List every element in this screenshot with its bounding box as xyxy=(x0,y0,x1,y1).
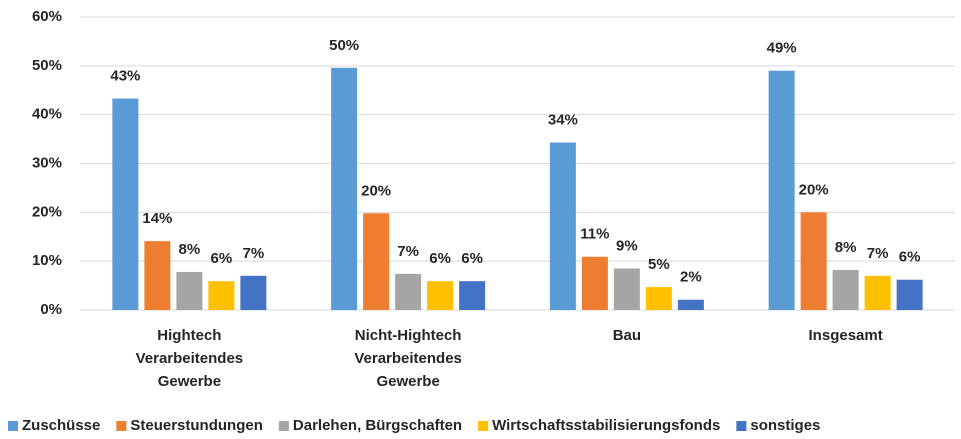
bar xyxy=(677,299,704,310)
y-tick-label: 30% xyxy=(32,154,62,171)
data-label: 7% xyxy=(397,243,419,260)
data-label: 20% xyxy=(799,181,829,198)
x-tick-label: Nicht-Hightech Verarbeitendes Gewerbe xyxy=(354,327,462,390)
y-tick-label: 60% xyxy=(32,8,62,25)
x-tick-label-line: Verarbeitendes xyxy=(354,350,462,367)
x-tick-label-line: Gewerbe xyxy=(376,373,439,390)
y-tick-label: 40% xyxy=(32,106,62,123)
data-label: 8% xyxy=(835,239,857,256)
x-tick-label-line: Verarbeitendes xyxy=(136,350,244,367)
legend-label: Steuerstundungen xyxy=(130,417,263,434)
x-tick-label: Insgesamt xyxy=(809,327,883,344)
legend-label: Wirtschaftsstabilisierungsfonds xyxy=(492,417,720,434)
bar xyxy=(768,70,795,310)
y-tick-label: 10% xyxy=(32,252,62,269)
bar xyxy=(240,275,267,310)
data-label: 8% xyxy=(179,241,201,258)
legend-label: Darlehen, Bürgschaften xyxy=(293,417,462,434)
bar xyxy=(395,273,422,310)
y-tick-label: 50% xyxy=(32,57,62,74)
data-label: 14% xyxy=(142,210,172,227)
data-label: 43% xyxy=(110,68,140,85)
data-label: 5% xyxy=(648,256,670,273)
legend-label: Zuschüsse xyxy=(22,417,100,434)
bar xyxy=(459,281,486,310)
x-tick-label-line: Bau xyxy=(613,327,641,344)
bar xyxy=(144,241,171,310)
bar xyxy=(864,275,891,310)
legend-label: sonstiges xyxy=(750,417,820,434)
data-label: 20% xyxy=(361,182,391,199)
data-label: 6% xyxy=(899,249,921,266)
legend-swatch xyxy=(116,421,127,431)
bar xyxy=(800,212,827,310)
x-tick-label: Hightech Verarbeitendes Gewerbe xyxy=(136,327,244,390)
bar xyxy=(363,213,390,310)
data-label: 50% xyxy=(329,37,359,54)
data-label: 34% xyxy=(548,111,578,128)
bar xyxy=(176,271,203,310)
data-label: 49% xyxy=(767,40,797,57)
x-tick-label-line: Gewerbe xyxy=(158,373,221,390)
legend-swatch xyxy=(278,421,289,431)
bar xyxy=(896,279,923,310)
data-label: 7% xyxy=(867,245,889,262)
x-tick-label-line: Hightech xyxy=(157,327,221,344)
x-tick-label-line: Insgesamt xyxy=(809,327,883,344)
data-label: 6% xyxy=(461,250,483,267)
data-label: 7% xyxy=(243,245,265,262)
bar xyxy=(613,268,640,310)
bar xyxy=(427,281,454,310)
bar xyxy=(549,142,576,310)
data-label: 6% xyxy=(211,250,233,267)
bar xyxy=(112,98,139,310)
data-label: 9% xyxy=(616,237,638,254)
bar xyxy=(832,269,859,310)
x-tick-label-line: Nicht-Hightech xyxy=(355,327,462,344)
y-tick-label: 0% xyxy=(40,301,62,318)
y-tick-label: 20% xyxy=(32,203,62,220)
legend-swatch xyxy=(736,421,747,431)
data-label: 2% xyxy=(680,269,702,286)
data-label: 11% xyxy=(580,226,609,243)
bar xyxy=(331,67,358,310)
bar xyxy=(208,281,235,310)
bar xyxy=(581,256,608,310)
legend-swatch xyxy=(478,421,489,431)
data-label: 6% xyxy=(429,250,451,267)
x-tick-label: Bau xyxy=(613,327,641,344)
legend-swatch xyxy=(8,421,18,431)
bar xyxy=(645,287,672,310)
